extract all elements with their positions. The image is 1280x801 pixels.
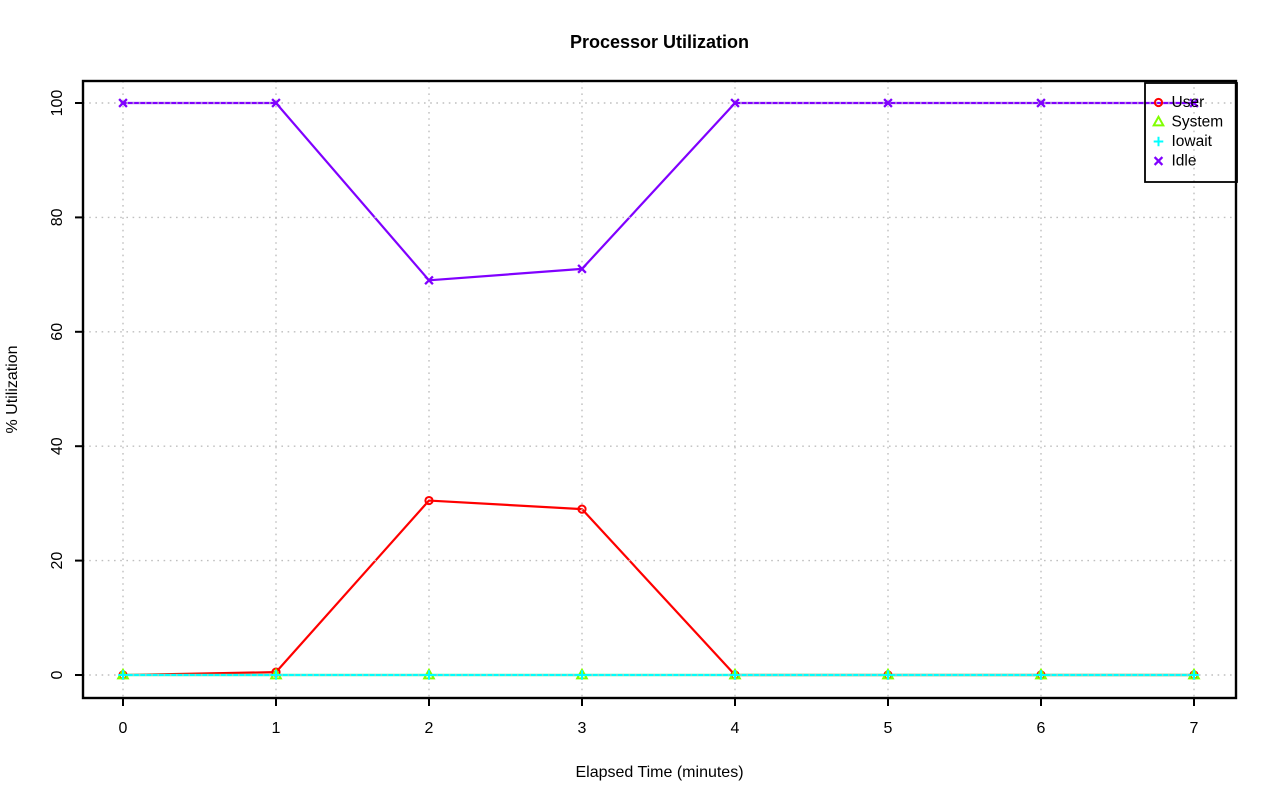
point-idle-5	[883, 98, 893, 108]
point-iowait-7	[1189, 670, 1199, 680]
point-iowait-4	[730, 670, 740, 680]
y-tick-label-40: 40	[49, 437, 66, 455]
chart-title: Processor Utilization	[570, 32, 749, 52]
y-tick-label-80: 80	[49, 208, 66, 226]
x-tick-label-5: 5	[884, 720, 893, 737]
x-tick-label-4: 4	[731, 720, 740, 737]
x-tick-label-2: 2	[425, 720, 434, 737]
point-idle-7	[1189, 98, 1199, 108]
legend-label-system: System	[1172, 114, 1224, 131]
point-user-2	[424, 495, 434, 506]
y-tick-label-20: 20	[49, 552, 66, 570]
point-iowait-5	[883, 670, 893, 680]
x-tick-label-3: 3	[578, 720, 587, 737]
line-idle	[121, 101, 1196, 282]
x-tick-label-1: 1	[272, 720, 281, 737]
point-idle-1	[271, 98, 281, 108]
y-axis-label: % Utilization	[4, 345, 21, 433]
legend-label-idle: Idle	[1172, 153, 1197, 170]
legend-marker-user	[1153, 97, 1164, 108]
x-axis-label: Elapsed Time (minutes)	[575, 764, 743, 781]
plot-border	[81, 79, 1238, 700]
point-idle-4	[730, 98, 740, 108]
legend-box	[1144, 82, 1238, 183]
point-iowait-0	[118, 670, 128, 680]
point-iowait-3	[577, 670, 587, 680]
point-idle-0	[118, 98, 128, 108]
y-tick-label-0: 0	[49, 670, 66, 679]
point-idle-6	[1036, 98, 1046, 108]
x-tick-label-6: 6	[1037, 720, 1046, 737]
legend-label-iowait: Iowait	[1172, 133, 1213, 150]
x-tick-label-7: 7	[1190, 720, 1199, 737]
legend-marker-iowait	[1153, 136, 1164, 147]
point-iowait-2	[424, 670, 434, 680]
point-iowait-6	[1036, 670, 1046, 680]
legend-marker-idle	[1153, 156, 1164, 166]
point-iowait-1	[271, 670, 281, 680]
y-tick-label-100: 100	[49, 90, 66, 117]
point-idle-2	[424, 275, 434, 286]
point-idle-3	[577, 264, 587, 274]
legend-marker-system	[1151, 114, 1166, 127]
point-user-3	[577, 504, 587, 514]
x-tick-label-0: 0	[119, 720, 128, 737]
legend-label-user: User	[1172, 94, 1205, 111]
y-tick-label-60: 60	[49, 323, 66, 341]
